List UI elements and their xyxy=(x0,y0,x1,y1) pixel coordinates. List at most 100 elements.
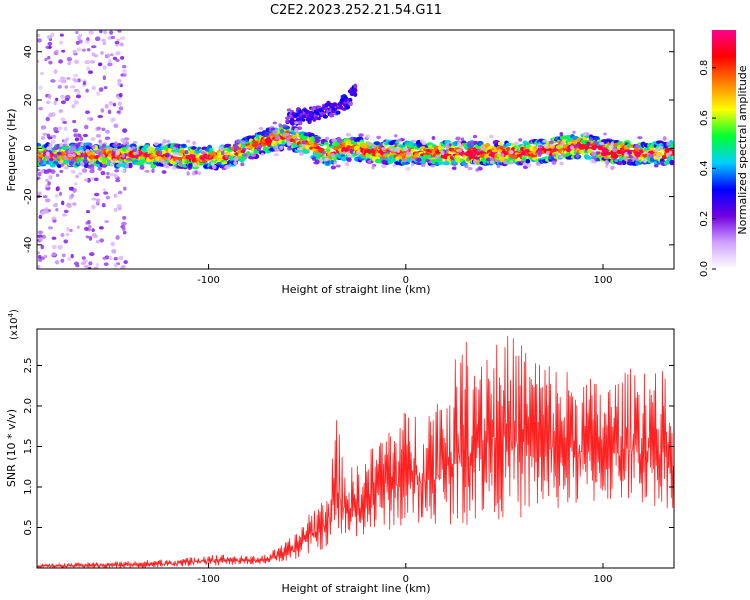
spectrogram-cell xyxy=(91,85,96,91)
spectrogram-cell xyxy=(662,136,667,141)
spectrogram-cell xyxy=(108,255,113,261)
spectrogram-cell xyxy=(144,169,150,173)
spectrogram-cell xyxy=(40,135,46,141)
spectrogram-cell xyxy=(451,166,457,170)
spectrogram-cell xyxy=(220,150,225,156)
spectrogram-cell xyxy=(69,149,74,154)
spectrogram-cell xyxy=(120,138,126,143)
spectrogram-cell xyxy=(164,152,170,158)
spectrogram-cell xyxy=(489,134,494,139)
spectrogram-cell xyxy=(37,251,41,255)
spectrogram-cell xyxy=(122,68,128,74)
spectrogram-cell xyxy=(97,114,104,119)
spectrogram-cell xyxy=(410,158,415,162)
spectrogram-cell xyxy=(521,157,527,161)
spectrogram-cell xyxy=(73,100,79,105)
spectrogram-cell xyxy=(113,173,119,179)
spectrogram-cell xyxy=(350,137,354,141)
spectrogram-cell xyxy=(97,167,102,171)
spectrogram-cell xyxy=(559,161,564,166)
spectrogram-cell xyxy=(349,149,354,154)
spectrogram-cell xyxy=(51,236,57,240)
spectrogram-cell xyxy=(317,116,321,121)
spectrogram-cell xyxy=(353,87,358,93)
spectrogram-cell xyxy=(592,160,597,164)
spectrogram-cell xyxy=(60,76,64,80)
spectrogram-cell xyxy=(416,157,422,162)
spectrogram-cell xyxy=(37,157,41,161)
spectrogram-cell xyxy=(402,158,407,163)
spectrogram-cell xyxy=(115,179,121,183)
snr-x-tick-label: -100 xyxy=(197,574,220,585)
spectrogram-cell xyxy=(405,166,411,172)
spectrogram-cell xyxy=(431,135,436,141)
colorbar-ticks: 0.0 0.2 0.4 0.6 0.8 xyxy=(699,60,716,277)
spectrogram-cell xyxy=(95,239,100,244)
spectrogram-cell xyxy=(411,139,416,143)
spectrogram-cell xyxy=(105,195,111,200)
spectrogram-cell xyxy=(286,108,292,112)
spectrogram-cell xyxy=(634,144,640,149)
spectrogram-cell xyxy=(82,133,88,138)
spectrogram-cell xyxy=(121,153,125,158)
spectrogram-cell xyxy=(525,158,531,165)
spectrogram-cell xyxy=(55,173,60,178)
spectrogram-cell xyxy=(138,158,147,163)
spectrogram-cell xyxy=(478,166,483,171)
spectrogram-cell xyxy=(58,160,63,165)
spectrogram-cell xyxy=(104,104,109,109)
spectrogram-cell xyxy=(623,157,629,161)
spectrogram-cell xyxy=(73,133,78,138)
spectrogram-cell xyxy=(56,164,62,169)
spectrogram-cell xyxy=(102,75,106,81)
spectrogram-y-axis-label: Frequency (Hz) xyxy=(5,109,18,192)
spectrogram-cell xyxy=(184,149,189,155)
spectrogram-cell xyxy=(44,57,48,62)
spectrogram-cell xyxy=(112,102,117,107)
spectrogram-cell xyxy=(76,47,82,52)
snr-y-tick-label: 1.5 xyxy=(23,439,34,455)
spectrogram-cell xyxy=(612,148,618,153)
spectrogram-cell xyxy=(64,85,68,89)
spectrogram-cell xyxy=(185,139,191,144)
spectrogram-cell xyxy=(210,162,215,166)
spectrogram-cell xyxy=(99,146,105,151)
spectrogram-cell xyxy=(420,163,426,168)
spectrogram-cell xyxy=(67,61,72,66)
spectrogram-cell xyxy=(58,59,63,64)
spectrogram-cell xyxy=(347,153,352,158)
spectrogram-cell xyxy=(38,214,43,220)
spectrogram-cell xyxy=(610,141,615,146)
spectrogram-cell xyxy=(371,144,377,149)
spectrogram-cell xyxy=(47,41,53,46)
spectrogram-cell xyxy=(666,155,673,161)
spectrogram-cell xyxy=(188,162,194,169)
spectrogram-cell xyxy=(330,165,337,170)
spectrogram-cell xyxy=(40,125,47,130)
spectrogram-cell xyxy=(101,127,106,132)
snr-x-axis-label: Height of straight line (km) xyxy=(281,582,430,595)
spectrogram-cell xyxy=(296,147,303,151)
spectrogram-cell xyxy=(297,120,303,126)
spectrogram-cell xyxy=(85,88,89,93)
spectrogram-cell xyxy=(47,55,51,60)
spectrogram-cell xyxy=(273,153,279,157)
spectrogram-cell xyxy=(520,160,525,164)
spectrogram-cell xyxy=(63,166,69,170)
snr-y-tick-label: 2.0 xyxy=(23,398,34,414)
spectrogram-cell xyxy=(59,33,64,37)
spectrogram-cell xyxy=(86,48,91,52)
spectrogram-cell xyxy=(73,59,80,64)
spectrogram-cell xyxy=(118,255,124,261)
spectrogram-cell xyxy=(610,165,616,169)
spectrogram-cell xyxy=(389,157,397,163)
spectrogram-cell xyxy=(314,159,320,165)
spectrogram-cell xyxy=(121,64,127,69)
spectrogram-cell xyxy=(172,146,177,151)
spectrogram-cell xyxy=(297,126,303,131)
spectrogram-cell xyxy=(86,37,90,42)
spectrogram-cell xyxy=(90,176,95,181)
spectrogram-cell xyxy=(180,143,187,148)
spectrogram-cell xyxy=(37,176,41,180)
spectrogram-cell xyxy=(75,40,80,46)
